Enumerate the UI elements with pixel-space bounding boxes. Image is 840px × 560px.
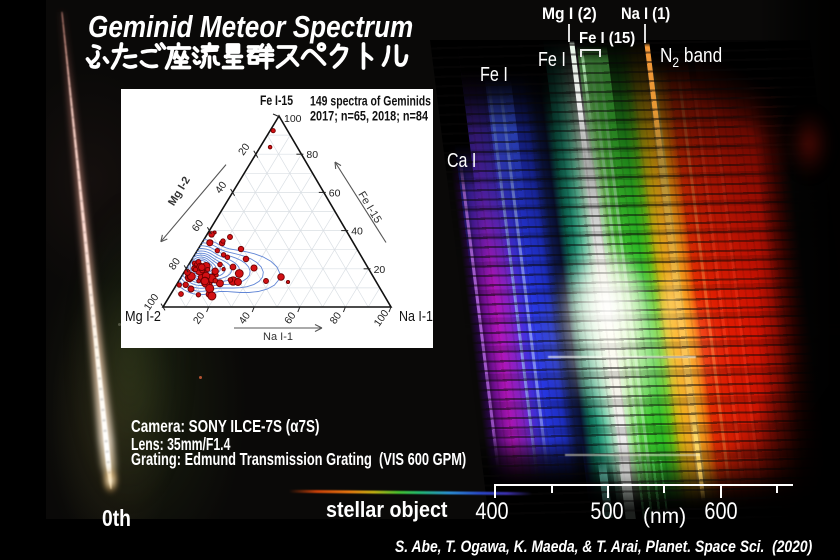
svg-text:Na I-1: Na I-1 bbox=[263, 331, 293, 343]
svg-text:100: 100 bbox=[284, 113, 302, 125]
svg-text:60: 60 bbox=[190, 218, 207, 235]
svg-text:20: 20 bbox=[236, 141, 253, 158]
svg-text:2017; n=65, 2018; n=84: 2017; n=65, 2018; n=84 bbox=[310, 108, 428, 124]
svg-text:Mg I-2: Mg I-2 bbox=[125, 309, 161, 325]
svg-text:20: 20 bbox=[191, 310, 208, 327]
svg-text:Fe I-15: Fe I-15 bbox=[355, 189, 383, 225]
svg-text:80: 80 bbox=[166, 256, 183, 273]
svg-text:20: 20 bbox=[374, 264, 386, 276]
svg-text:Mg I-2: Mg I-2 bbox=[166, 175, 193, 208]
svg-text:60: 60 bbox=[282, 310, 299, 327]
svg-text:80: 80 bbox=[306, 149, 318, 161]
svg-text:149 spectra of Geminids: 149 spectra of Geminids bbox=[310, 93, 431, 109]
svg-text:40: 40 bbox=[213, 179, 230, 196]
svg-text:60: 60 bbox=[329, 187, 341, 199]
svg-text:Fe I-15: Fe I-15 bbox=[260, 92, 293, 108]
svg-text:Na I-1: Na I-1 bbox=[399, 309, 433, 325]
svg-text:40: 40 bbox=[236, 310, 253, 327]
svg-text:40: 40 bbox=[351, 226, 363, 238]
svg-text:80: 80 bbox=[328, 310, 345, 327]
svg-text:100: 100 bbox=[372, 308, 392, 329]
